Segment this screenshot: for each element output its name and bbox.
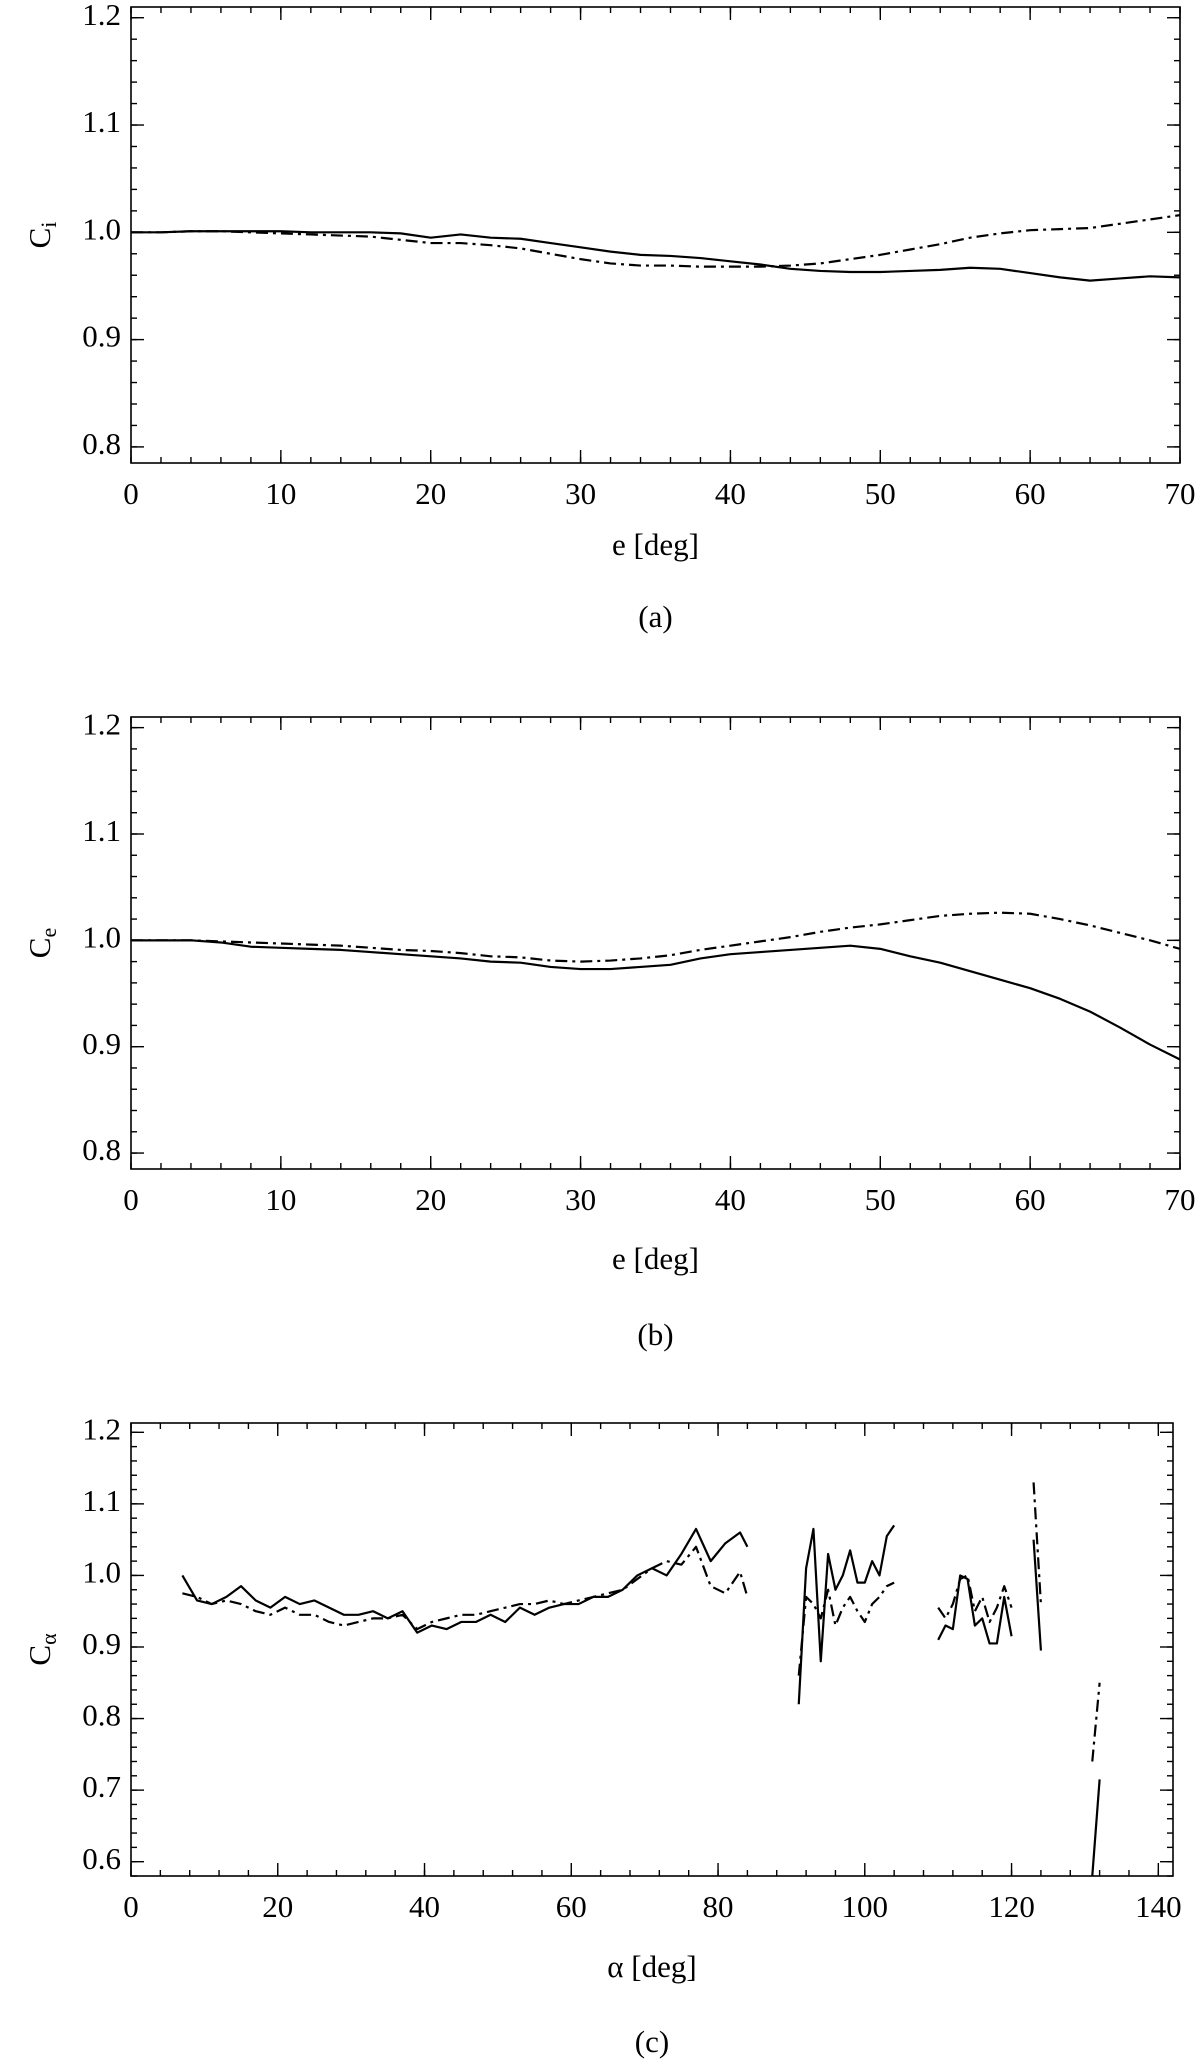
y-tick-label: 1.2 xyxy=(82,0,121,32)
x-tick-label: 0 xyxy=(123,1889,139,1924)
y-tick-label: 0.9 xyxy=(82,1026,121,1061)
y-axis-label-main: C xyxy=(22,938,57,959)
x-tick-label: 0 xyxy=(123,1182,139,1217)
x-tick-label: 20 xyxy=(262,1889,293,1924)
y-tick-label: 1.1 xyxy=(82,104,121,139)
x-axis-label: α [deg] xyxy=(607,1949,696,1984)
panel: 0 20 40 60 80 100 120 140 0.6 0.7 0.8 0.9 1.0 1.1 1.2 α… xyxy=(22,1411,1181,2059)
y-tick-label: 0.9 xyxy=(82,319,121,354)
y-tick-label: 1.1 xyxy=(82,813,121,848)
x-tick-label: 30 xyxy=(565,1182,596,1217)
y-tick-label: 0.6 xyxy=(82,1841,121,1876)
data-line xyxy=(182,1482,1101,1762)
x-tick-label: 40 xyxy=(715,1182,746,1217)
x-tick-label: 0 xyxy=(123,476,139,511)
x-tick-label: 40 xyxy=(715,476,746,511)
caption: (a) xyxy=(638,599,672,634)
x-tick-label: 40 xyxy=(409,1889,440,1924)
panel: 0 10 20 30 40 50 60 70 0.8 0.9 1.0 1.1 1.2 e [deg] Ce (… xyxy=(22,707,1195,1352)
plot-frame xyxy=(130,716,1181,1170)
x-tick-label: 20 xyxy=(415,1182,446,1217)
y-axis-label-subscript: α xyxy=(36,1633,61,1645)
y-tick-label: 1.2 xyxy=(82,707,121,742)
y-tick-label: 0.8 xyxy=(82,1132,121,1167)
data-line xyxy=(131,939,1180,1061)
y-axis-label: Ci xyxy=(22,222,61,249)
x-axis-label: e [deg] xyxy=(612,527,699,562)
y-axis-label-main: C xyxy=(22,228,57,249)
y-tick-label: 0.7 xyxy=(82,1769,121,1804)
caption: (b) xyxy=(637,1317,673,1352)
y-axis-label: Cα xyxy=(22,1633,61,1666)
x-tick-label: 10 xyxy=(265,1182,296,1217)
x-tick-label: 70 xyxy=(1165,476,1196,511)
y-tick-label: 1.0 xyxy=(82,1555,121,1590)
data-line xyxy=(131,230,1180,282)
y-axis-label: Ce xyxy=(22,928,61,958)
data-line xyxy=(131,214,1180,268)
y-tick-label: 1.0 xyxy=(82,211,121,246)
y-tick-label: 0.8 xyxy=(82,1698,121,1733)
x-tick-label: 60 xyxy=(1015,476,1046,511)
plot-frame xyxy=(130,6,1181,464)
y-axis-label-main: C xyxy=(22,1645,57,1666)
y-tick-label: 0.8 xyxy=(82,426,121,461)
x-tick-label: 80 xyxy=(703,1889,734,1924)
x-tick-label: 20 xyxy=(415,476,446,511)
x-axis-label: e [deg] xyxy=(612,1241,699,1276)
x-tick-label: 50 xyxy=(865,1182,896,1217)
y-tick-label: 1.0 xyxy=(82,919,121,954)
x-tick-label: 10 xyxy=(265,476,296,511)
x-tick-label: 120 xyxy=(988,1889,1035,1924)
x-tick-label: 30 xyxy=(565,476,596,511)
x-tick-label: 50 xyxy=(865,476,896,511)
y-tick-label: 0.9 xyxy=(82,1626,121,1661)
data-line xyxy=(181,1524,1101,1876)
y-axis-label-subscript: i xyxy=(36,222,61,228)
x-tick-label: 60 xyxy=(1015,1182,1046,1217)
x-tick-label: 70 xyxy=(1165,1182,1196,1217)
x-tick-label: 100 xyxy=(842,1889,889,1924)
panel: 0 10 20 30 40 50 60 70 0.8 0.9 1.0 1.1 1.2 e [deg] Ci (… xyxy=(22,0,1195,634)
data-line xyxy=(131,911,1180,963)
y-axis-label-subscript: e xyxy=(36,928,61,938)
y-tick-label: 1.1 xyxy=(82,1483,121,1518)
x-tick-label: 60 xyxy=(556,1889,587,1924)
y-tick-label: 1.2 xyxy=(82,1411,121,1446)
plot-frame xyxy=(130,1422,1174,1877)
x-tick-label: 140 xyxy=(1135,1889,1182,1924)
caption: (c) xyxy=(635,2024,669,2059)
